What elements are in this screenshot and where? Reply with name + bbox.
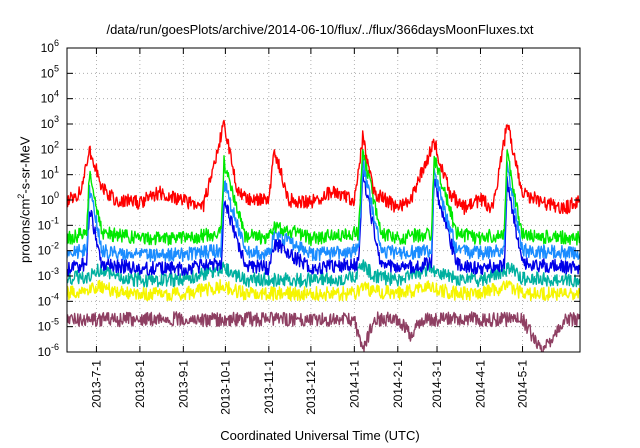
series-line-0 — [67, 311, 580, 352]
series-line-2 — [67, 259, 580, 288]
x-tick-label: 2013-7-1 — [89, 360, 103, 408]
y-tick-label: 103 — [41, 114, 59, 131]
series-line-5 — [67, 148, 580, 247]
x-tick-label: 2014-5-1 — [516, 360, 530, 408]
y-tick-label: 102 — [41, 139, 59, 156]
x-tick-label: 2013-10-1 — [218, 360, 232, 415]
y-axis-label: protons/cm2-s-sr-MeV — [16, 137, 32, 263]
x-tick-label: 2014-1-1 — [347, 360, 361, 408]
series-group — [67, 119, 580, 352]
y-tick-label: 10-4 — [38, 291, 59, 308]
series-line-4 — [67, 158, 580, 262]
x-tick-label: 2013-9-1 — [176, 360, 190, 408]
y-tick-label: 104 — [41, 89, 59, 106]
x-tick-label: 2014-4-1 — [473, 360, 487, 408]
y-tick-label: 10-6 — [38, 342, 59, 359]
y-tick-label: 100 — [41, 190, 59, 207]
y-tick-label: 105 — [41, 63, 59, 80]
y-tick-label: 10-3 — [38, 266, 59, 283]
x-tick-label: 2014-2-1 — [391, 360, 405, 408]
x-tick-label: 2013-11-1 — [262, 360, 276, 414]
x-tick-label: 2013-12-1 — [304, 360, 318, 415]
chart-title: /data/run/goesPlots/archive/2014-06-10/f… — [106, 22, 534, 37]
y-tick-label: 10-1 — [38, 215, 59, 232]
y-axis-label-prefix: protons/cm — [17, 198, 33, 264]
y-tick-label: 10-2 — [38, 241, 59, 258]
tick-labels: 10-6 10-5 10-4 10-3 10-2 10-1 100 101 102 103 104 1… — [38, 38, 530, 415]
series-line-3 — [67, 169, 580, 276]
x-tick-label: 2013-8-1 — [133, 360, 147, 408]
x-axis-label: Coordinated Universal Time (UTC) — [220, 428, 420, 443]
y-tick-label: 106 — [41, 38, 59, 55]
series-line-6 — [67, 119, 580, 216]
ticks — [67, 47, 580, 353]
y-tick-label: 101 — [41, 165, 59, 182]
y-axis-label-sup: 2 — [16, 193, 26, 199]
y-axis-label-suffix: -s-sr-MeV — [17, 136, 33, 194]
y-tick-label: 10-5 — [38, 317, 59, 334]
series-line-1 — [67, 279, 580, 302]
x-tick-label: 2014-3-1 — [430, 360, 444, 408]
